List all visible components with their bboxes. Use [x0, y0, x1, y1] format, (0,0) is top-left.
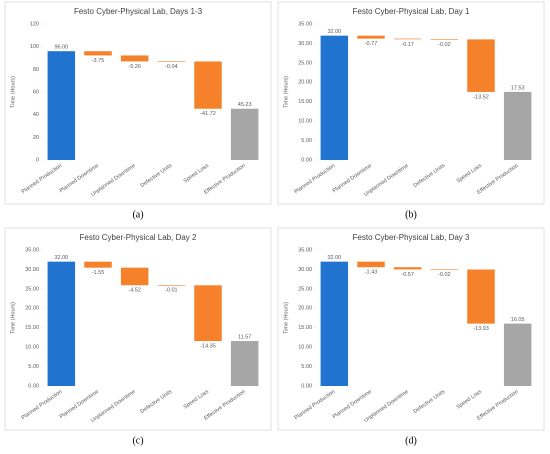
value-label: 96.00 [54, 45, 68, 51]
panel-caption: (a) [132, 209, 143, 220]
y-tick-label: 0.00 [301, 383, 312, 389]
bar [357, 35, 385, 39]
value-label: -3.75 [92, 58, 105, 64]
chart-title: Festo Cyber-Physical Lab, Days 1-3 [74, 7, 203, 16]
y-tick-label: 15.00 [298, 99, 312, 105]
y-tick-label: 20.00 [298, 80, 312, 86]
y-tick-label: 20.00 [25, 306, 39, 312]
y-tick-label: 5.00 [28, 364, 39, 370]
value-label: -0.17 [401, 42, 414, 48]
chart: Festo Cyber-Physical Lab, Day 3 Time (Hou… [277, 227, 545, 446]
chart-title: Festo Cyber-Physical Lab, Day 2 [80, 233, 197, 242]
value-label: 32.00 [327, 255, 341, 261]
y-tick-label: 35.00 [298, 247, 312, 253]
chart-title: Festo Cyber-Physical Lab, Day 1 [353, 7, 470, 16]
y-tick-label: 5.00 [301, 364, 312, 370]
value-label: 17.53 [511, 85, 525, 91]
value-label: 11.57 [238, 334, 251, 340]
y-tick-label: 35.00 [298, 21, 312, 27]
y-tick-label: 25.00 [25, 286, 39, 292]
bar [320, 35, 349, 160]
y-axis-label: Time (Hours) [10, 302, 16, 334]
value-label: -0.02 [438, 42, 451, 48]
value-label: -0.04 [165, 64, 178, 70]
bar [120, 267, 149, 286]
bar [84, 51, 112, 56]
y-tick-label: 80 [33, 67, 39, 73]
bar [430, 39, 459, 40]
bar [157, 61, 186, 63]
bar [393, 267, 422, 270]
bar [194, 61, 222, 109]
bar [47, 261, 76, 386]
bar [120, 55, 149, 62]
y-tick-label: 5.00 [301, 138, 312, 144]
value-label: 32.00 [327, 29, 341, 35]
value-label: -1.55 [92, 270, 105, 276]
bar [503, 91, 532, 160]
y-tick-label: 30.00 [25, 267, 39, 273]
value-label: 45.23 [238, 102, 252, 108]
bar [230, 341, 259, 386]
y-tick-label: 60 [33, 89, 39, 95]
value-label: -0.77 [365, 41, 378, 47]
bar [430, 269, 459, 271]
y-tick-label: 100 [30, 44, 39, 50]
value-label: -41.72 [200, 111, 216, 117]
y-tick-label: 25.00 [298, 60, 312, 66]
bar [157, 285, 186, 286]
value-label: -14.35 [200, 343, 216, 349]
bar [503, 323, 532, 386]
y-tick-label: 15.00 [298, 325, 312, 331]
value-label: -0.01 [165, 288, 178, 294]
chart-title: Festo Cyber-Physical Lab, Day 3 [353, 233, 470, 242]
y-tick-label: 0.00 [301, 157, 312, 163]
value-label: -1.43 [365, 270, 378, 276]
y-axis-label: Time (Hours) [283, 302, 289, 334]
chart: Festo Cyber-Physical Lab, Days 1-3 Time (… [4, 1, 272, 220]
bar [357, 261, 385, 268]
y-tick-label: 0.00 [28, 383, 39, 389]
value-label: -13.93 [473, 326, 489, 332]
y-tick-label: 40 [33, 112, 39, 118]
y-tick-label: 0 [36, 157, 39, 163]
y-axis-label: Time (Hours) [283, 76, 289, 108]
bar [47, 51, 76, 161]
y-tick-label: 35.00 [25, 247, 39, 253]
value-label: -5.26 [128, 64, 141, 70]
bar [467, 269, 495, 324]
y-axis-label: Time (Hours) [10, 76, 16, 108]
bar [393, 38, 422, 40]
y-tick-label: 10.00 [298, 119, 312, 125]
chart: Festo Cyber-Physical Lab, Day 1 Time (Hou… [277, 1, 545, 220]
y-tick-label: 10.00 [298, 345, 312, 351]
value-label: -0.02 [438, 272, 451, 278]
value-label: 32.00 [54, 255, 68, 261]
value-label: -13.52 [473, 94, 489, 100]
bar [230, 108, 259, 160]
panel-caption: (d) [405, 435, 417, 446]
value-label: -0.57 [401, 272, 414, 278]
bar [320, 261, 349, 386]
y-tick-label: 120 [30, 21, 39, 27]
bar [84, 261, 112, 268]
y-tick-label: 20 [33, 135, 39, 141]
y-tick-label: 30.00 [298, 41, 312, 47]
y-tick-label: 30.00 [298, 267, 312, 273]
bar [194, 285, 222, 342]
y-tick-label: 20.00 [298, 306, 312, 312]
value-label: 16.05 [511, 317, 525, 323]
panel-caption: (c) [132, 435, 143, 446]
bar [467, 39, 495, 92]
panel-caption: (b) [405, 209, 417, 220]
y-tick-label: 15.00 [25, 325, 39, 331]
value-label: -4.52 [128, 288, 141, 294]
chart: Festo Cyber-Physical Lab, Day 2 Time (Hou… [4, 227, 272, 446]
y-tick-label: 10.00 [25, 345, 39, 351]
y-tick-label: 25.00 [298, 286, 312, 292]
